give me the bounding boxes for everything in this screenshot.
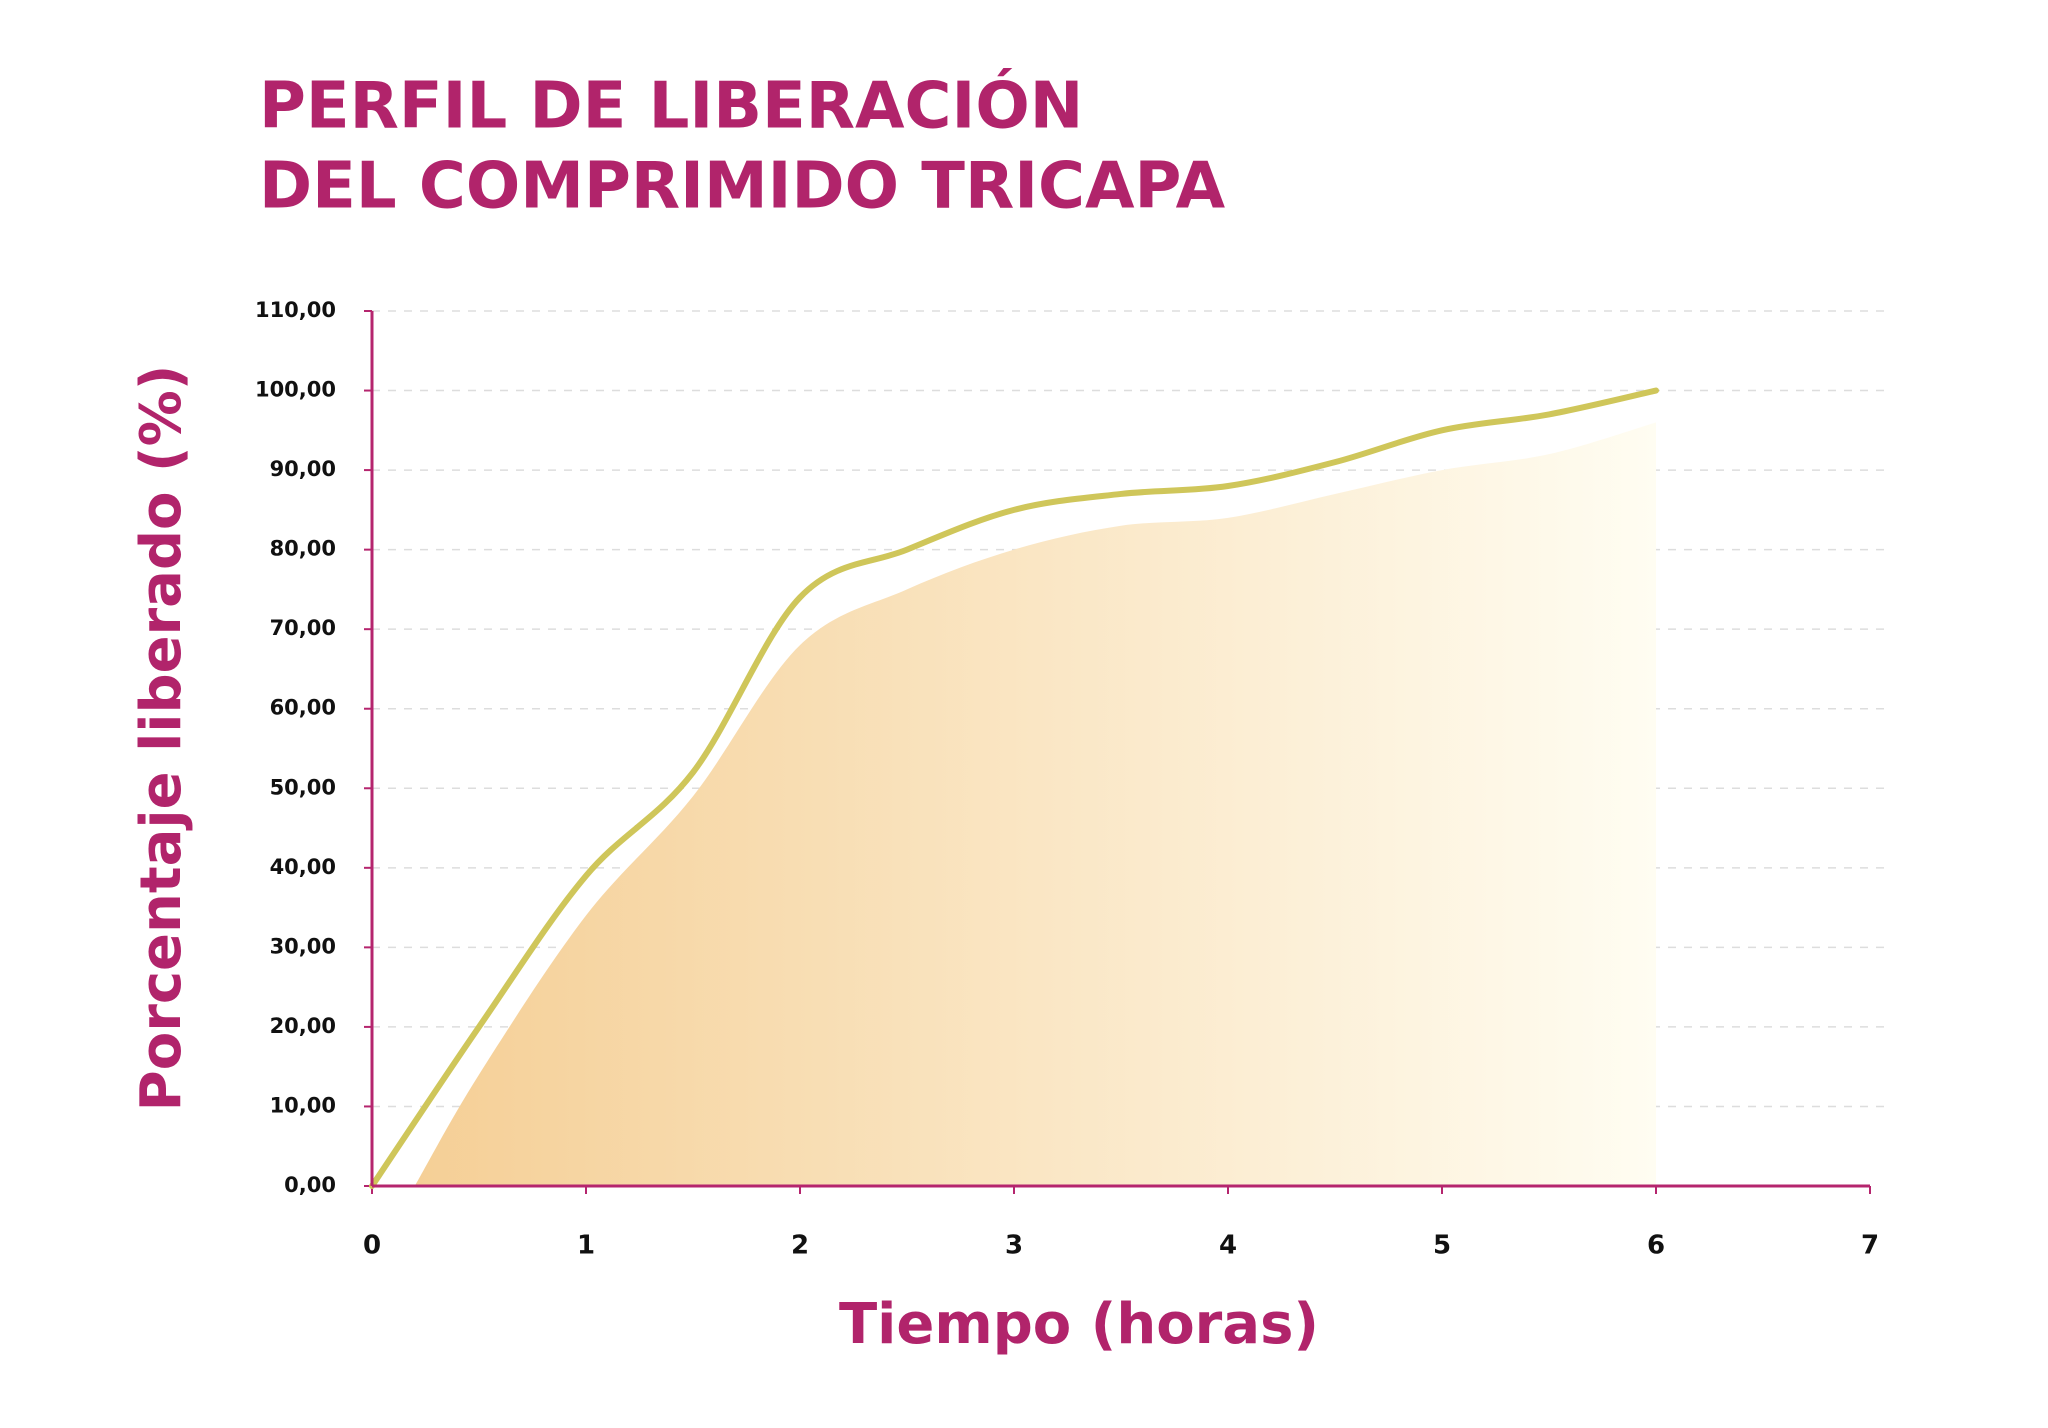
chart-title: PERFIL DE LIBERACIÓN (259, 68, 1083, 144)
x-tick-label: 5 (1433, 1231, 1451, 1261)
x-tick-label: 4 (1219, 1231, 1237, 1261)
y-tick-label: 50,00 (270, 775, 336, 799)
y-tick-label: 40,00 (270, 855, 336, 879)
y-tick-label: 110,00 (255, 298, 336, 322)
y-tick-label: 90,00 (270, 457, 336, 481)
x-tick-label: 1 (577, 1231, 595, 1261)
y-tick-label: 10,00 (270, 1093, 336, 1117)
y-tick-label: 0,00 (284, 1173, 336, 1197)
y-tick-label: 80,00 (270, 537, 336, 561)
x-tick-label: 0 (363, 1231, 381, 1261)
area (414, 422, 1656, 1186)
y-tick-label: 30,00 (270, 934, 336, 958)
y-tick-label: 70,00 (270, 616, 336, 640)
line (369, 387, 1659, 1189)
x-tick-label: 6 (1647, 1231, 1665, 1261)
chart-title: DEL COMPRIMIDO TRICAPA (259, 150, 1226, 224)
x-tick-label: 7 (1861, 1231, 1879, 1261)
y-tick-label: 20,00 (270, 1014, 336, 1038)
x-tick-label: 2 (791, 1231, 809, 1261)
y-tick-label: 100,00 (255, 378, 336, 402)
x-tick-label: 3 (1005, 1231, 1023, 1261)
x-axis-label: Tiempo (horas) (839, 1292, 1319, 1357)
y-tick-label: 60,00 (270, 696, 336, 720)
y-axis-label: Porcentaje liberado (%) (129, 365, 194, 1112)
